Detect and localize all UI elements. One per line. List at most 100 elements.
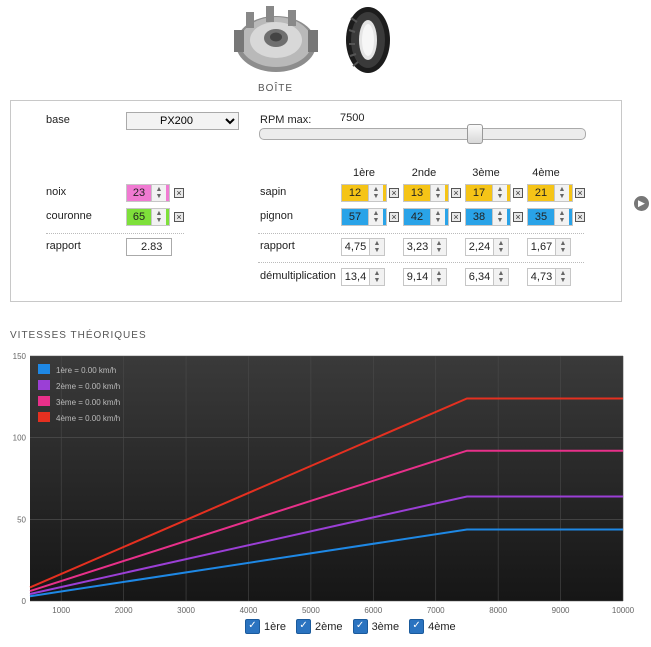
gear-rapport-stepper-1[interactable]: 4,75 ▲ ▼ xyxy=(341,238,385,256)
gear-rapport-value-3[interactable]: 2,24 xyxy=(468,241,491,253)
sapin-value-1[interactable]: 12 xyxy=(342,185,368,201)
next-arrow-icon[interactable]: ▶ xyxy=(634,196,649,211)
spin-arrows-icon[interactable]: ▲ ▼ xyxy=(492,209,507,225)
spin-arrows-icon[interactable]: ▲ ▼ xyxy=(493,269,508,285)
spin-arrows-icon[interactable]: ▲ ▼ xyxy=(430,185,445,201)
couronne-stepper[interactable]: 65 ▲ ▼ xyxy=(126,208,170,226)
gear-rapport-stepper-4[interactable]: 1,67 ▲ ▼ xyxy=(527,238,571,256)
x-tick-label: 10000 xyxy=(612,606,635,615)
spin-arrows-icon[interactable]: ▲ ▼ xyxy=(555,269,570,285)
demult-value-4[interactable]: 4,73 xyxy=(530,271,553,283)
noix-color-stripe xyxy=(166,185,169,201)
demult-stepper-2[interactable]: 9,14 ▲ ▼ xyxy=(403,268,447,286)
pignon-stepper-2[interactable]: 42 ▲ ▼ xyxy=(403,208,449,226)
pignon-lock-icon-2[interactable]: × xyxy=(451,212,461,222)
toggle-3eme[interactable]: ✓ 3ème xyxy=(352,619,399,634)
spin-arrows-icon[interactable]: ▲ ▼ xyxy=(554,185,569,201)
noix-label: noix xyxy=(46,186,67,198)
rapport-field[interactable]: 2.83 xyxy=(126,238,172,256)
checkbox-checked-icon[interactable]: ✓ xyxy=(245,619,260,634)
spin-arrows-icon[interactable]: ▲ ▼ xyxy=(151,185,166,201)
x-tick-label: 5000 xyxy=(302,606,320,615)
noix-lock-icon[interactable]: × xyxy=(174,188,184,198)
spin-arrows-icon[interactable]: ▲ ▼ xyxy=(431,239,446,255)
x-tick-label: 6000 xyxy=(364,606,382,615)
sapin-lock-icon-3[interactable]: × xyxy=(513,188,523,198)
toggle-2eme[interactable]: ✓ 2ème xyxy=(296,619,343,634)
series-line-1 xyxy=(29,528,623,598)
spin-arrows-icon[interactable]: ▲ ▼ xyxy=(430,209,445,225)
plot-background xyxy=(30,356,623,601)
pignon-value-1[interactable]: 57 xyxy=(342,209,368,225)
couronne-lock-icon[interactable]: × xyxy=(174,212,184,222)
toggle-4eme[interactable]: ✓ 4ème xyxy=(409,619,456,634)
demult-stepper-4[interactable]: 4,73 ▲ ▼ xyxy=(527,268,571,286)
gear-rapport-value-1[interactable]: 4,75 xyxy=(344,241,367,253)
checkbox-checked-icon[interactable]: ✓ xyxy=(409,619,425,634)
pignon-value-2[interactable]: 42 xyxy=(404,209,430,225)
spin-arrows-icon[interactable]: ▲ ▼ xyxy=(369,269,384,285)
sapin-stepper-1[interactable]: 12 ▲ ▼ xyxy=(341,184,387,202)
rpm-slider-track[interactable] xyxy=(259,128,586,140)
y-tick-label: 0 xyxy=(22,597,27,606)
rpm-slider-handle[interactable] xyxy=(466,124,483,144)
gear-header-3: 3ème xyxy=(472,167,500,179)
toggle-label: 4ème xyxy=(428,620,456,633)
pignon-lock-icon-1[interactable]: × xyxy=(389,212,399,222)
checkbox-checked-icon[interactable]: ✓ xyxy=(352,619,368,634)
spin-arrows-icon[interactable]: ▲ ▼ xyxy=(492,185,507,201)
right-separator-2 xyxy=(258,262,584,263)
sapin-lock-icon-1[interactable]: × xyxy=(389,188,399,198)
spin-arrows-icon[interactable]: ▲ ▼ xyxy=(493,239,508,255)
spin-arrows-icon[interactable]: ▲ ▼ xyxy=(369,239,384,255)
pignon-stepper-4[interactable]: 35 ▲ ▼ xyxy=(527,208,573,226)
noix-value[interactable]: 23 xyxy=(127,185,151,201)
sapin-lock-icon-4[interactable]: × xyxy=(575,188,585,198)
pignon-value-3[interactable]: 38 xyxy=(466,209,492,225)
spin-arrows-icon[interactable]: ▲ ▼ xyxy=(151,209,166,225)
sapin-value-2[interactable]: 13 xyxy=(404,185,430,201)
sapin-lock-icon-2[interactable]: × xyxy=(451,188,461,198)
gear-rapport-value-4[interactable]: 1,67 xyxy=(530,241,553,253)
pignon-lock-icon-3[interactable]: × xyxy=(513,212,523,222)
rapport-label: rapport xyxy=(46,240,81,252)
series-toggles: ✓ 1ère ✓ 2ème ✓ 3ème ✓ 4ème xyxy=(245,619,456,634)
gear-rapport-value-2[interactable]: 3,23 xyxy=(406,241,429,253)
sapin-value-3[interactable]: 17 xyxy=(466,185,492,201)
x-tick-label: 8000 xyxy=(489,606,507,615)
rpm-label: RPM max: xyxy=(260,114,312,126)
demult-value-3[interactable]: 6,34 xyxy=(468,271,491,283)
spin-arrows-icon[interactable]: ▲ ▼ xyxy=(555,239,570,255)
gear-rapport-stepper-3[interactable]: 2,24 ▲ ▼ xyxy=(465,238,509,256)
spin-arrows-icon[interactable]: ▲ ▼ xyxy=(431,269,446,285)
demult-label: démultiplication xyxy=(260,270,336,282)
demult-stepper-1[interactable]: 13,4 ▲ ▼ xyxy=(341,268,385,286)
toggle-label: 1ère xyxy=(264,620,287,633)
legend-label-2: 2ème = 0.00 km/h xyxy=(56,382,120,391)
noix-stepper[interactable]: 23 ▲ ▼ xyxy=(126,184,170,202)
pignon-stepper-3[interactable]: 38 ▲ ▼ xyxy=(465,208,511,226)
gear-header-4: 4ème xyxy=(532,167,560,179)
demult-stepper-3[interactable]: 6,34 ▲ ▼ xyxy=(465,268,509,286)
sapin-stepper-2[interactable]: 13 ▲ ▼ xyxy=(403,184,449,202)
gear-rapport-stepper-2[interactable]: 3,23 ▲ ▼ xyxy=(403,238,447,256)
demult-value-2[interactable]: 9,14 xyxy=(406,271,429,283)
sapin-stepper-3[interactable]: 17 ▲ ▼ xyxy=(465,184,511,202)
pignon-value-4[interactable]: 35 xyxy=(528,209,554,225)
couronne-value[interactable]: 65 xyxy=(127,209,151,225)
spin-arrows-icon[interactable]: ▲ ▼ xyxy=(554,209,569,225)
sapin-stepper-4[interactable]: 21 ▲ ▼ xyxy=(527,184,573,202)
pignon-lock-icon-4[interactable]: × xyxy=(575,212,585,222)
spin-arrows-icon[interactable]: ▲ ▼ xyxy=(368,209,383,225)
pignon-color-stripe xyxy=(383,209,386,225)
spin-arrows-icon[interactable]: ▲ ▼ xyxy=(368,185,383,201)
base-select[interactable]: PX200 xyxy=(126,112,239,130)
sapin-value-4[interactable]: 21 xyxy=(528,185,554,201)
pignon-stepper-1[interactable]: 57 ▲ ▼ xyxy=(341,208,387,226)
legend-label-4: 4ème = 0.00 km/h xyxy=(56,414,120,423)
toggle-1ere[interactable]: ✓ 1ère xyxy=(245,619,286,634)
legend-swatch-2 xyxy=(38,380,50,390)
demult-value-1[interactable]: 13,4 xyxy=(344,271,367,283)
checkbox-checked-icon[interactable]: ✓ xyxy=(296,619,312,634)
sapin-color-stripe xyxy=(383,185,386,201)
